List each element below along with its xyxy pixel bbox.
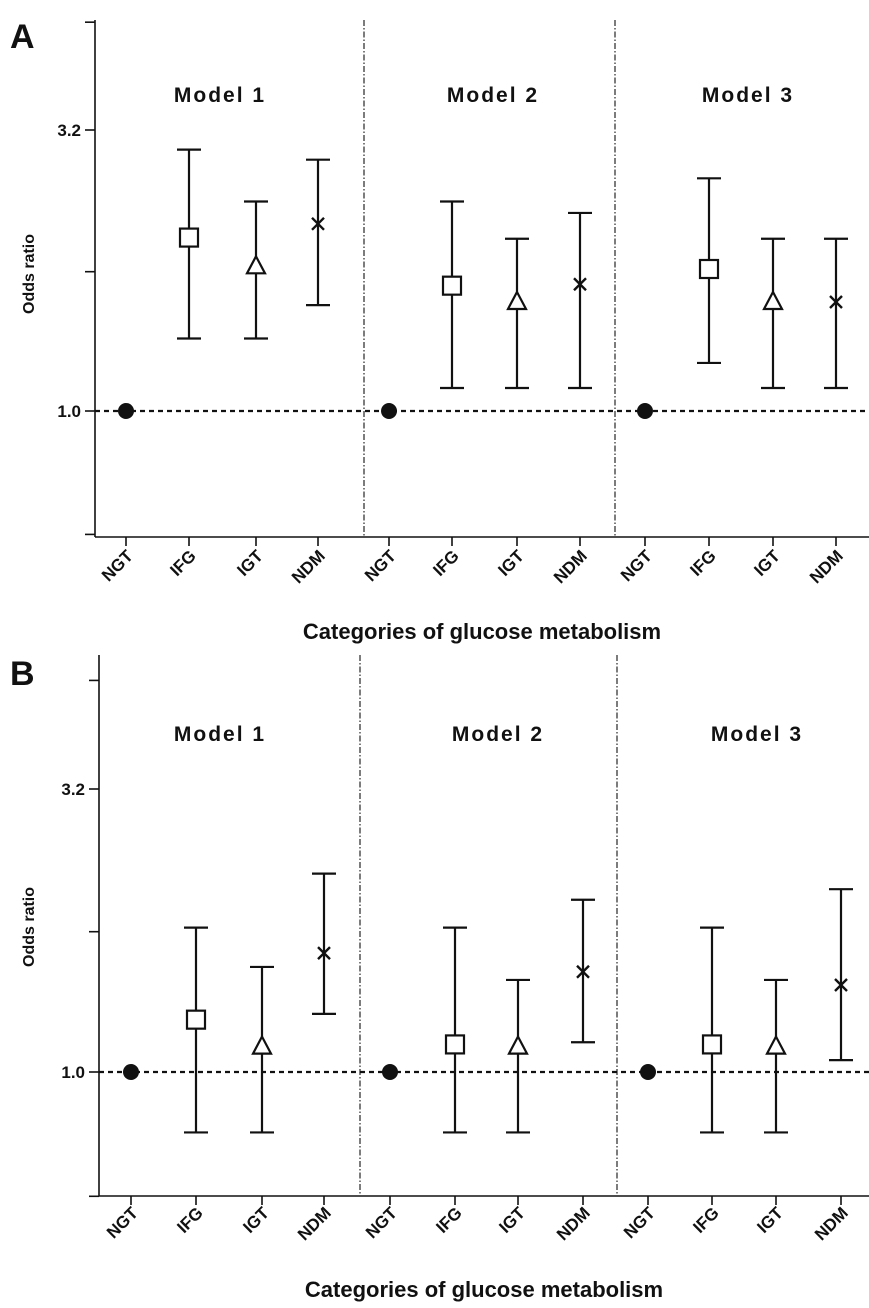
marker-ndm bbox=[573, 277, 587, 292]
y-tick-label: 1.0 bbox=[61, 1063, 85, 1082]
x-tick-label: IGT bbox=[753, 1203, 787, 1237]
marker-igt bbox=[507, 1034, 529, 1055]
panel-letter: A bbox=[10, 18, 35, 56]
marker-x-stroke bbox=[834, 978, 848, 992]
panel-letter: B bbox=[10, 655, 35, 693]
x-tick-label: NDM bbox=[806, 546, 847, 587]
x-tick-label: IFG bbox=[429, 546, 462, 579]
model-group-1: Model 1 NGT IFG IGT NDM bbox=[98, 84, 330, 587]
x-tick-label: NGT bbox=[361, 546, 400, 585]
marker-ndm bbox=[829, 295, 843, 309]
x-tick-label: NDM bbox=[553, 1203, 594, 1244]
marker-ngt bbox=[640, 1064, 656, 1080]
marker-igt bbox=[251, 1034, 273, 1055]
model-title: Model 3 bbox=[711, 723, 803, 746]
x-tick-label: NGT bbox=[617, 546, 656, 585]
x-tick-label: NGT bbox=[362, 1203, 401, 1242]
marker-x-stroke bbox=[576, 964, 590, 979]
x-tick-label: NDM bbox=[288, 546, 329, 587]
y-tick-label: 3.2 bbox=[61, 780, 85, 799]
model-title: Model 2 bbox=[452, 723, 544, 746]
model-title: Model 2 bbox=[447, 84, 539, 107]
model-group-3: Model 3 NGT IFG IGT NDM bbox=[620, 723, 853, 1244]
marker-ndm bbox=[834, 978, 848, 992]
model-group-3: Model 3 NGT IFG IGT NDM bbox=[617, 84, 848, 587]
marker-ngt bbox=[123, 1064, 139, 1080]
marker-ngt bbox=[381, 403, 397, 419]
chart-panel-b: B 3.2 1.0 Odds ratio Categories of glucose m… bbox=[10, 655, 869, 1302]
marker-igt bbox=[765, 1034, 787, 1055]
marker-igt bbox=[762, 289, 784, 311]
x-tick-label: NDM bbox=[550, 546, 591, 587]
marker-ifg bbox=[178, 227, 200, 248]
marker-x-stroke bbox=[311, 216, 325, 231]
x-tick-label: IFG bbox=[166, 546, 199, 579]
y-tick-label: 1.0 bbox=[57, 402, 81, 421]
marker-ifg bbox=[185, 1009, 207, 1030]
marker-ngt bbox=[382, 1064, 398, 1080]
marker-ifg bbox=[698, 258, 720, 280]
marker-x-stroke bbox=[573, 277, 587, 292]
marker-ngt bbox=[118, 403, 134, 419]
x-tick-label: IGT bbox=[233, 546, 267, 580]
marker-ndm bbox=[311, 216, 325, 231]
model-group-1: Model 1 NGT IFG IGT NDM bbox=[103, 723, 336, 1244]
marker-x-stroke bbox=[317, 946, 331, 960]
marker-igt bbox=[245, 253, 267, 275]
x-tick-label: IGT bbox=[495, 1203, 529, 1237]
marker-ngt bbox=[637, 403, 653, 419]
x-tick-label: NGT bbox=[103, 1203, 142, 1242]
x-tick-label: IGT bbox=[494, 546, 528, 580]
marker-ifg bbox=[444, 1034, 466, 1055]
y-axis-title: Odds ratio bbox=[21, 234, 38, 314]
model-title: Model 3 bbox=[702, 84, 794, 107]
marker-igt bbox=[506, 289, 528, 311]
x-axis-title: Categories of glucose metabolism bbox=[303, 619, 661, 644]
y-axis-title: Odds ratio bbox=[21, 887, 38, 967]
marker-ndm bbox=[317, 946, 331, 960]
model-group-2: Model 2 NGT IFG IGT NDM bbox=[361, 84, 592, 587]
model-title: Model 1 bbox=[174, 84, 266, 107]
x-tick-label: IFG bbox=[432, 1203, 465, 1236]
x-tick-label: IFG bbox=[689, 1203, 722, 1236]
marker-ifg bbox=[441, 275, 463, 296]
x-tick-label: NGT bbox=[98, 546, 137, 585]
x-tick-label: IGT bbox=[750, 546, 784, 580]
x-tick-label: NDM bbox=[811, 1203, 852, 1244]
x-tick-label: IFG bbox=[173, 1203, 206, 1236]
model-title: Model 1 bbox=[174, 723, 266, 746]
marker-ndm bbox=[576, 964, 590, 979]
x-axis-title: Categories of glucose metabolism bbox=[305, 1277, 663, 1302]
chart-panel-a: A 3.2 1.0 Odds ratio Categories of glucose m… bbox=[10, 18, 869, 644]
x-tick-label: NDM bbox=[294, 1203, 335, 1244]
model-group-2: Model 2 NGT IFG IGT NDM bbox=[362, 723, 595, 1244]
x-tick-label: NGT bbox=[620, 1203, 659, 1242]
marker-x-stroke bbox=[829, 295, 843, 309]
x-tick-label: IFG bbox=[686, 546, 719, 579]
y-tick-label: 3.2 bbox=[57, 121, 81, 140]
marker-ifg bbox=[701, 1034, 723, 1055]
x-tick-label: IGT bbox=[239, 1203, 273, 1237]
